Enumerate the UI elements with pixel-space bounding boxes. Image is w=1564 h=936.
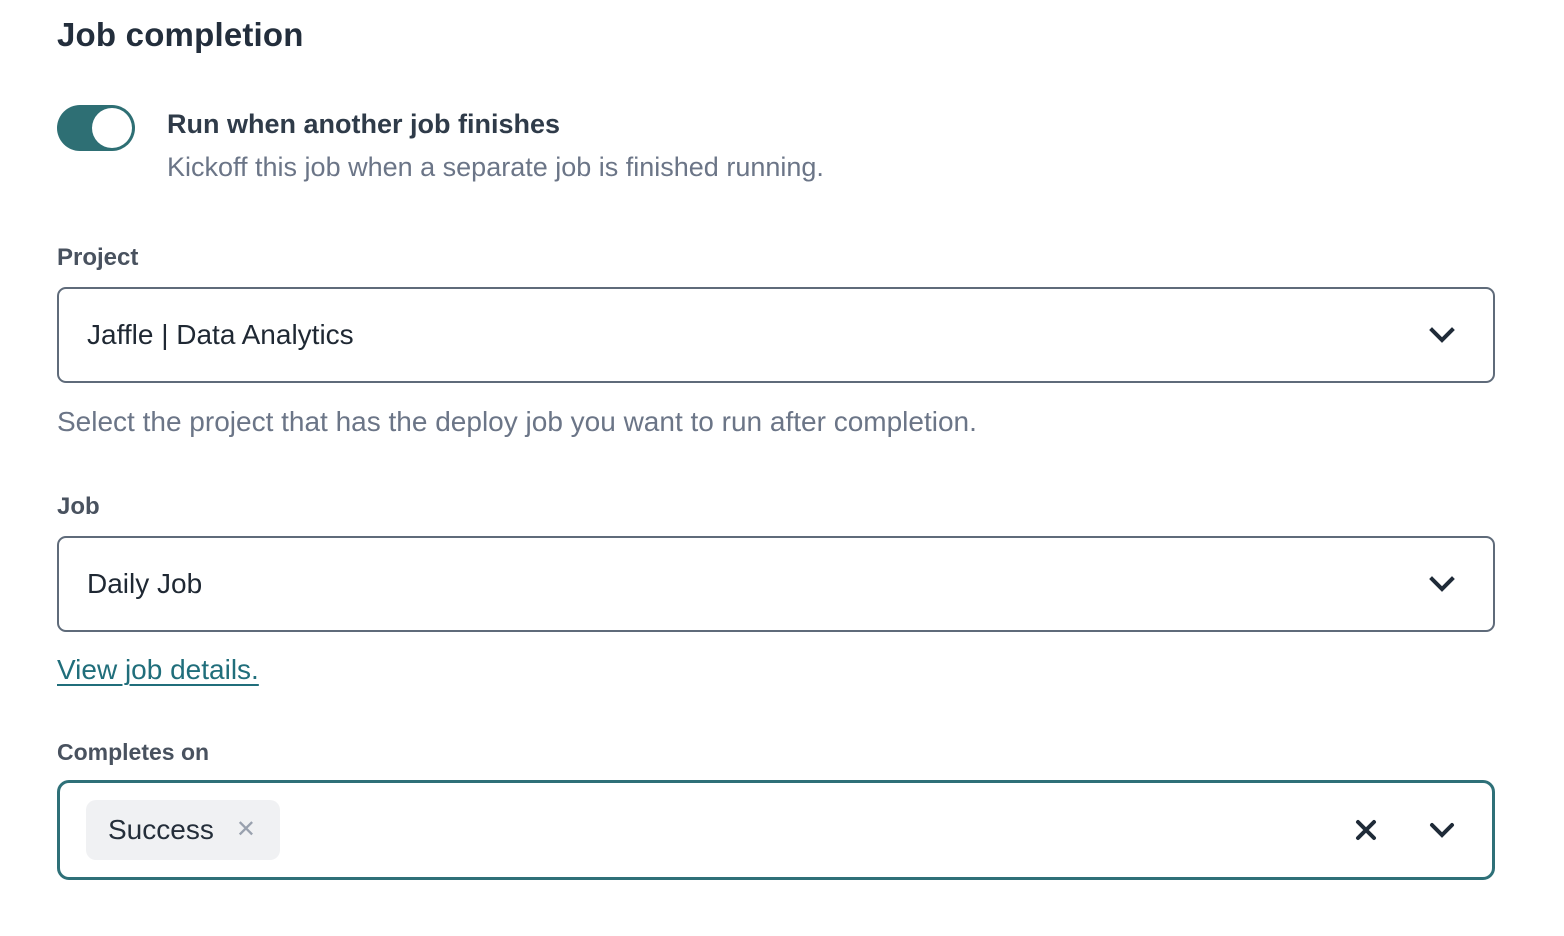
toggle-text-block: Run when another job finishes Kickoff th… — [167, 105, 824, 186]
toggle-label: Run when another job finishes — [167, 109, 561, 139]
tag-label: Success — [108, 814, 214, 845]
project-selected-value: Jaffle | Data Analytics — [87, 319, 354, 350]
job-field-label: Job — [57, 493, 100, 520]
chevron-down-icon — [1425, 318, 1459, 352]
chevron-down-icon — [1425, 567, 1459, 601]
run-after-job-setting-row: Run when another job finishes Kickoff th… — [57, 105, 1495, 186]
view-job-details-link[interactable]: View job details. — [57, 654, 259, 685]
project-help-text: Select the project that has the deploy j… — [57, 406, 977, 437]
project-select[interactable]: Jaffle | Data Analytics — [57, 287, 1495, 383]
chevron-down-icon[interactable] — [1424, 812, 1460, 848]
toggle-description: Kickoff this job when a separate job is … — [167, 152, 824, 182]
tag-remove-x-icon[interactable]: ✕ — [235, 816, 256, 843]
job-selected-value: Daily Job — [87, 568, 203, 599]
clear-all-x-icon[interactable] — [1350, 814, 1382, 846]
job-select[interactable]: Daily Job — [57, 536, 1495, 632]
project-field-label: Project — [57, 244, 139, 271]
run-when-job-finishes-toggle[interactable] — [57, 105, 135, 151]
multiselect-controls — [1350, 812, 1460, 848]
toggle-knob — [92, 108, 132, 148]
completes-on-multiselect[interactable]: Success ✕ — [57, 780, 1495, 880]
selected-tag-success: Success ✕ — [86, 800, 280, 860]
completes-on-field-label: Completes on — [57, 739, 210, 765]
page-title: Job completion — [57, 16, 304, 53]
